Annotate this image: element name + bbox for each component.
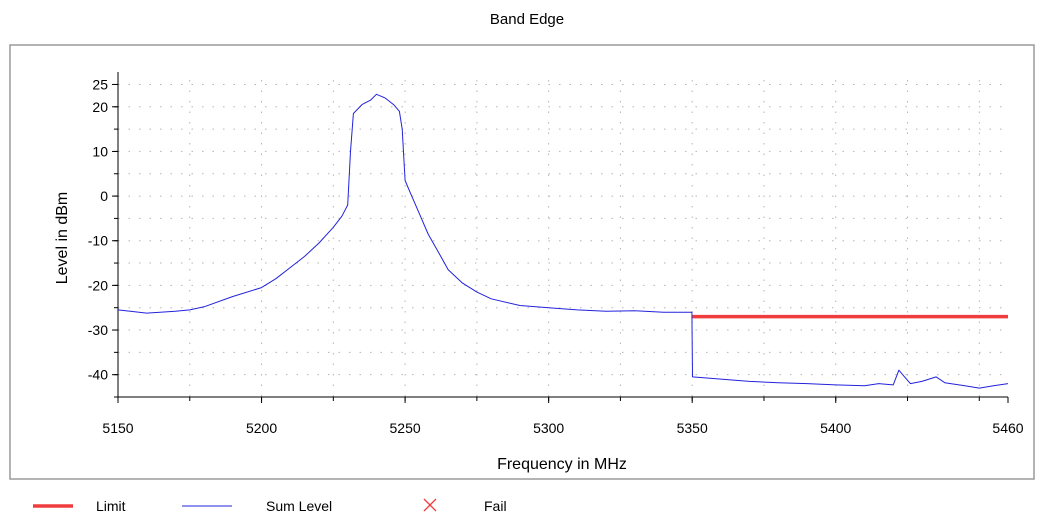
legend-label-fail: Fail <box>484 498 507 514</box>
limit-line-swatch <box>33 504 73 508</box>
band-edge-chart: Band Edge 25 20 10 0 -10 -20 -30 -40 5150 5200 525… <box>9 11 1035 480</box>
y-tick-label: -10 <box>88 233 108 249</box>
x-tick-label: 5200 <box>246 420 277 436</box>
y-tick-label: -20 <box>88 277 108 293</box>
y-tick-label: 10 <box>92 143 108 159</box>
y-tick-label: 25 <box>92 76 108 92</box>
series-layer <box>117 93 1009 389</box>
x-axis-label: Frequency in MHz <box>497 456 627 473</box>
sum-level-trace <box>117 93 1009 389</box>
fail-cross-icon <box>423 498 437 512</box>
chart-title: Band Edge <box>490 11 564 28</box>
x-tick-label: 5250 <box>390 420 421 436</box>
y-axis-label: Level in dBm <box>54 192 71 285</box>
x-tick-label: 5350 <box>677 420 708 436</box>
legend-label-sum-level: Sum Level <box>266 498 333 514</box>
legend-label-limit: Limit <box>96 498 126 514</box>
grid-lines <box>118 80 1008 397</box>
x-tick-label: 5300 <box>533 420 564 436</box>
chart-frame <box>9 44 1035 480</box>
y-tick-label: 0 <box>100 188 108 204</box>
axes: 25 20 10 0 -10 -20 -30 -40 5150 5200 5250 5300 5350 5… <box>88 72 1024 436</box>
x-tick-label: 5460 <box>992 420 1023 436</box>
sum-level-line-swatch <box>182 505 232 507</box>
y-tick-label: -30 <box>88 322 108 338</box>
x-tick-label: 5150 <box>102 420 133 436</box>
chart-legend: Limit Sum Level Fail <box>0 494 1047 518</box>
y-tick-label: 20 <box>92 99 108 115</box>
x-tick-label: 5400 <box>820 420 851 436</box>
y-tick-label: -40 <box>88 367 108 383</box>
